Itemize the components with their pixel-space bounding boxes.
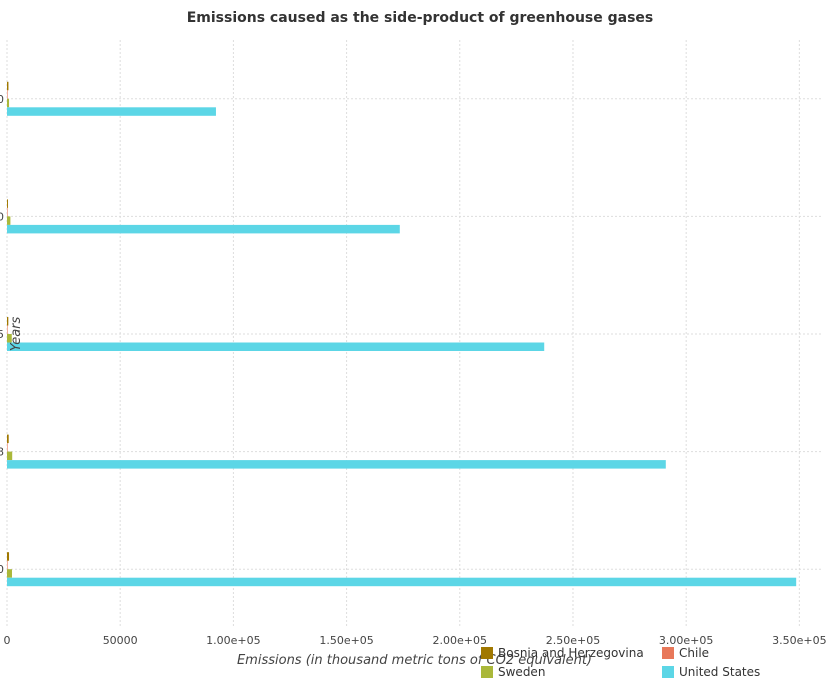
bar-chile-2008: [7, 443, 8, 452]
x-tick-label: 3.00e+05: [659, 634, 713, 647]
bar-united-states-2010: [7, 577, 797, 587]
bar-bosnia-and-herzegovina-2010: [7, 552, 10, 561]
legend-label: Sweden: [498, 665, 545, 679]
bar-chile-2000: [7, 207, 8, 217]
x-tick-label: 0: [4, 634, 11, 647]
y-tick-label: 2005: [0, 328, 4, 341]
bar-bosnia-and-herzegovina-2008: [7, 434, 9, 444]
bar-chile-1990: [7, 90, 8, 99]
x-axis-label: Emissions (in thousand metric tons of CO…: [237, 653, 592, 668]
legend-swatch: [662, 647, 674, 659]
bar-sweden-2000: [7, 216, 11, 225]
legend-swatch: [481, 647, 493, 659]
y-tick-label: 2010: [0, 563, 4, 576]
bar-chile-2010: [7, 560, 8, 570]
bar-sweden-1990: [7, 98, 10, 108]
bar-united-states-2005: [7, 342, 545, 351]
bar-sweden-2005: [7, 334, 12, 343]
y-tick-label: 2000: [0, 210, 4, 223]
bar-bosnia-and-herzegovina-2000: [7, 199, 8, 208]
legend-swatch: [481, 666, 493, 678]
bar-chile-2005: [7, 325, 8, 334]
bar-sweden-2010: [7, 569, 12, 578]
y-axis-label: Years: [9, 316, 24, 351]
bar-sweden-2008: [7, 451, 13, 461]
x-tick-label: 50000: [103, 634, 138, 647]
legend-label: Chile: [679, 646, 709, 660]
x-tick-label: 3.50e+05: [772, 634, 826, 647]
x-tick-label: 1.00e+05: [206, 634, 260, 647]
legend-label: United States: [679, 665, 760, 679]
axis-ticks: 0 50000 1.00e+05 1.50e+05 2.00e+05 2.50e+05 3.…: [0, 93, 827, 647]
legend-label: Bosnia and Herzegovina: [498, 646, 644, 660]
bar-united-states-1990: [7, 107, 216, 116]
y-tick-label: 2008: [0, 446, 4, 459]
bar-united-states-2008: [7, 460, 666, 469]
legend: Bosnia and Herzegovina Chile Sweden United …: [481, 646, 760, 679]
bars: [7, 81, 797, 587]
y-tick-label: 1990: [0, 93, 4, 106]
chart-title: Emissions caused as the side-product of …: [186, 10, 654, 26]
bar-united-states-2000: [7, 224, 400, 234]
x-tick-label: 1.50e+05: [319, 634, 373, 647]
x-tick-label: 2.50e+05: [546, 634, 600, 647]
bar-bosnia-and-herzegovina-2005: [7, 317, 9, 326]
x-tick-label: 2.00e+05: [433, 634, 487, 647]
bar-bosnia-and-herzegovina-1990: [7, 81, 9, 91]
legend-swatch: [662, 666, 674, 678]
